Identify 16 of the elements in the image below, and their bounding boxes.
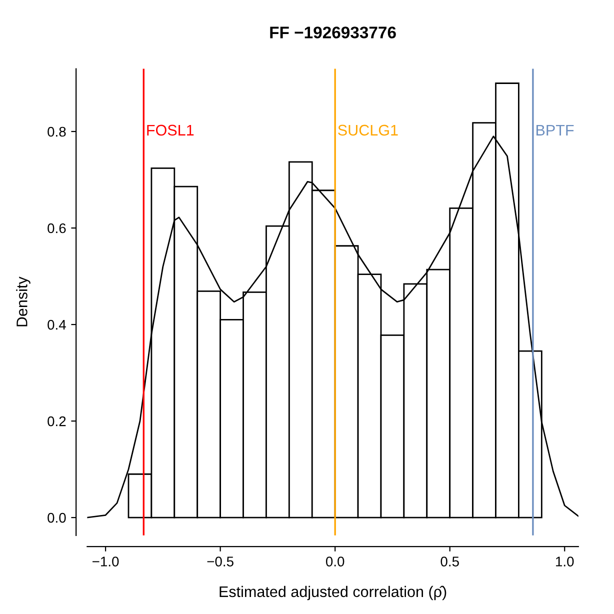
- y-tick-label: 0.6: [48, 223, 66, 234]
- y-tick-label: 0.2: [48, 416, 66, 426]
- ref-line-label: SUCLG1: [338, 124, 398, 136]
- ref-line-label: BPTF: [536, 124, 574, 136]
- x-tick-label: 0.5: [440, 556, 459, 566]
- x-tick-label: 0.0: [326, 556, 344, 566]
- x-tick-label: −0.5: [207, 556, 234, 566]
- y-tick-label: 0.0: [48, 512, 66, 523]
- ref-line-label: FOSL1: [147, 124, 194, 136]
- chart-title: FF −1926933776: [270, 26, 396, 38]
- x-axis-title: Estimated adjusted correlation (ρ̂): [220, 586, 446, 600]
- x-tick-label: −1.0: [92, 556, 119, 566]
- y-tick-label: 0.8: [48, 126, 66, 137]
- x-tick-label: 1.0: [556, 556, 574, 566]
- y-axis-title: Density: [16, 276, 30, 326]
- y-tick-label: 0.4: [48, 320, 66, 330]
